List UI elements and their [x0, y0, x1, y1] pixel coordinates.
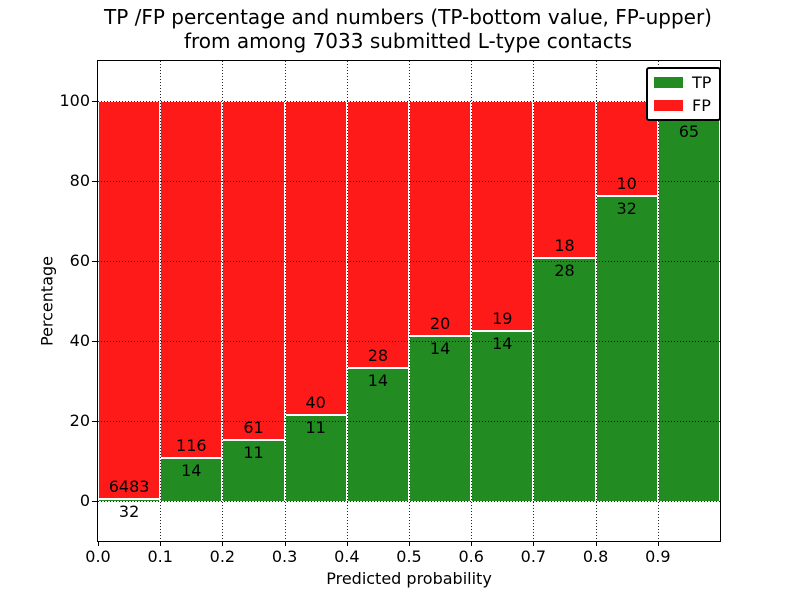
legend-label-fp: FP	[692, 96, 711, 115]
gridline-x	[471, 61, 473, 541]
y-tick-label: 80	[69, 171, 90, 190]
x-tick-label: 0.0	[85, 547, 111, 566]
x-tick-mark	[409, 541, 410, 546]
x-tick-mark	[533, 541, 535, 546]
gridline-x	[657, 61, 659, 541]
y-tick-mark	[92, 261, 97, 262]
y-tick-mark	[92, 181, 97, 182]
x-tick-mark	[595, 541, 597, 546]
chart-title-line2: from among 7033 submitted L-type contact…	[183, 29, 633, 53]
bar-label-fp: 28	[367, 345, 389, 365]
bar-segment-fp	[98, 101, 161, 500]
gridline-x	[533, 61, 535, 541]
bar-label-fp: 20	[429, 314, 451, 334]
x-tick-mark	[160, 541, 162, 546]
bar-label-tp: 14	[181, 460, 202, 480]
bar-label-fp: 6483	[108, 477, 150, 497]
y-tick-label: 20	[69, 411, 90, 430]
bar-label-tp: 32	[118, 502, 140, 522]
x-tick-mark	[284, 541, 286, 546]
gridline-x	[160, 61, 162, 541]
gridline-x	[222, 61, 224, 541]
y-tick-label: 40	[69, 331, 90, 350]
y-tick-label: 100	[59, 91, 90, 110]
y-tick-label: 60	[69, 251, 90, 270]
bar-segment-tp	[533, 257, 596, 501]
y-tick-mark	[92, 341, 97, 342]
bar-label-tp: 65	[678, 121, 700, 141]
plot-area: Percentage Predicted probability TP FP 64…	[38, 60, 722, 588]
y-tick-mark	[92, 421, 97, 422]
bar-label-tp: 11	[243, 442, 264, 462]
bar-label-fp: 61	[243, 417, 264, 437]
y-tick-mark	[92, 501, 97, 502]
bar-segment-tp	[409, 336, 472, 501]
bar-segment-fp	[533, 101, 596, 258]
bar-segment-fp	[346, 101, 409, 368]
x-tick-label: 0.8	[582, 547, 609, 566]
bar-label-tp: 14	[492, 334, 513, 354]
bar-label-tp: 14	[429, 339, 451, 359]
x-axis-label: Predicted probability	[326, 569, 492, 588]
x-tick-mark	[471, 541, 473, 546]
gridline-x	[595, 61, 597, 541]
gridline-x	[284, 61, 286, 541]
bar-segment-fp	[160, 101, 223, 458]
bar-segment-tp	[471, 331, 534, 501]
x-tick-label: 0.7	[520, 547, 547, 566]
bar-label-tp: 32	[616, 199, 637, 219]
legend: TP FP	[646, 67, 722, 121]
bar-label-fp: 18	[554, 235, 575, 255]
legend-row: FP	[654, 97, 711, 114]
x-tick-label: 0.6	[458, 547, 484, 566]
x-tick-label: 0.9	[645, 547, 671, 566]
x-tick-mark	[222, 541, 224, 546]
bar-label-fp: 40	[305, 392, 326, 412]
x-tick-mark	[346, 541, 348, 546]
legend-label-tp: TP	[692, 73, 712, 92]
bar-segment-tp	[222, 439, 285, 501]
gridline-x	[346, 61, 348, 541]
bar-segment-tp	[657, 118, 720, 501]
chart-title: TP /FP percentage and numbers (TP-bottom…	[97, 5, 719, 53]
bar-segment-tp	[595, 196, 658, 501]
x-tick-label: 0.2	[209, 547, 236, 566]
bar-segment-fp	[471, 101, 534, 332]
bar-segment-tp	[284, 414, 347, 501]
chart-title-line1: TP /FP percentage and numbers (TP-bottom…	[104, 5, 712, 29]
x-tick-label: 0.1	[147, 547, 173, 566]
x-tick-mark	[657, 541, 659, 546]
x-tick-label: 0.4	[334, 547, 360, 566]
legend-swatch-tp	[654, 77, 683, 88]
y-tick-mark	[92, 101, 97, 102]
legend-swatch-fp	[654, 100, 683, 111]
x-tick-label: 0.3	[271, 547, 298, 566]
bar-segment-tp	[346, 367, 409, 501]
bar-label-tp: 11	[305, 417, 326, 437]
legend-row: TP	[654, 74, 711, 91]
bar-label-fp: 19	[492, 309, 513, 329]
bar-segment-tp	[98, 499, 161, 501]
bar-label-fp: 116	[176, 435, 207, 455]
bar-label-tp: 28	[554, 260, 575, 280]
x-tick-mark	[98, 541, 99, 546]
gridline-x	[409, 61, 410, 541]
bar-label-tp: 14	[367, 370, 389, 390]
bar-segment-fp	[222, 101, 285, 440]
bar-segment-fp	[409, 101, 472, 337]
y-tick-label: 0	[79, 491, 90, 510]
bar-label-fp: 10	[616, 174, 637, 194]
x-tick-label: 0.5	[396, 547, 422, 566]
bar-segment-fp	[284, 101, 347, 415]
